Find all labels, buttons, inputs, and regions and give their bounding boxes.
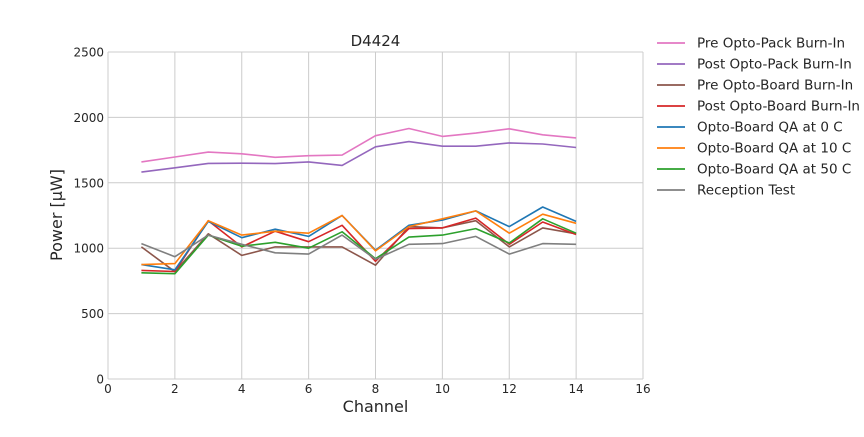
series-line [141,210,577,266]
legend-label: Pre Opto-Board Burn-In [697,78,853,94]
x-tick-label: 16 [635,382,650,396]
y-tick-label: 1000 [73,242,104,256]
x-tick-label: 4 [238,382,246,396]
x-tick-label: 14 [568,382,583,396]
legend-entry: Opto-Board QA at 10 C [657,141,851,157]
y-tick-labels: 0 500 1000 1500 2000 2500 [73,46,104,387]
x-tick-label: 10 [435,382,450,396]
series-line [141,206,577,271]
y-tick-label: 2000 [73,111,104,125]
legend-label: Opto-Board QA at 50 C [697,162,851,178]
chart-title: D4424 [351,32,401,50]
legend-label: Opto-Board QA at 10 C [697,141,851,157]
x-tick-label: 6 [305,382,313,396]
series-lines [140,127,577,275]
legend-label: Reception Test [697,183,795,199]
y-axis-label: Power [μW] [47,169,66,261]
x-tick-label: 2 [171,382,179,396]
legend-label: Post Opto-Pack Burn-In [697,57,852,73]
y-tick-label: 2500 [73,46,104,60]
x-axis-label: Channel [343,397,409,416]
legend-entry: Opto-Board QA at 0 C [657,120,843,136]
legend-entry: Pre Opto-Pack Burn-In [657,36,845,52]
legend: Pre Opto-Pack Burn-In Post Opto-Pack Burn… [657,36,860,199]
y-tick-label: 0 [96,373,104,387]
x-tick-labels: 0 2 4 6 8 10 12 14 16 [104,382,650,396]
legend-entry: Reception Test [657,183,795,199]
series-line [141,127,577,163]
legend-entry: Opto-Board QA at 50 C [657,162,851,178]
legend-entry: Post Opto-Pack Burn-In [657,57,852,73]
series-line [141,234,577,261]
y-tick-label: 1500 [73,176,104,190]
legend-entry: Post Opto-Board Burn-In [657,99,860,115]
legend-label: Pre Opto-Pack Burn-In [697,36,845,52]
x-tick-label: 0 [104,382,112,396]
legend-label: Post Opto-Board Burn-In [697,99,860,115]
legend-entry: Pre Opto-Board Burn-In [657,78,853,94]
x-tick-label: 8 [372,382,380,396]
y-tick-label: 500 [81,307,104,321]
series-line [141,140,577,173]
x-tick-label: 12 [502,382,517,396]
legend-label: Opto-Board QA at 0 C [697,120,843,136]
